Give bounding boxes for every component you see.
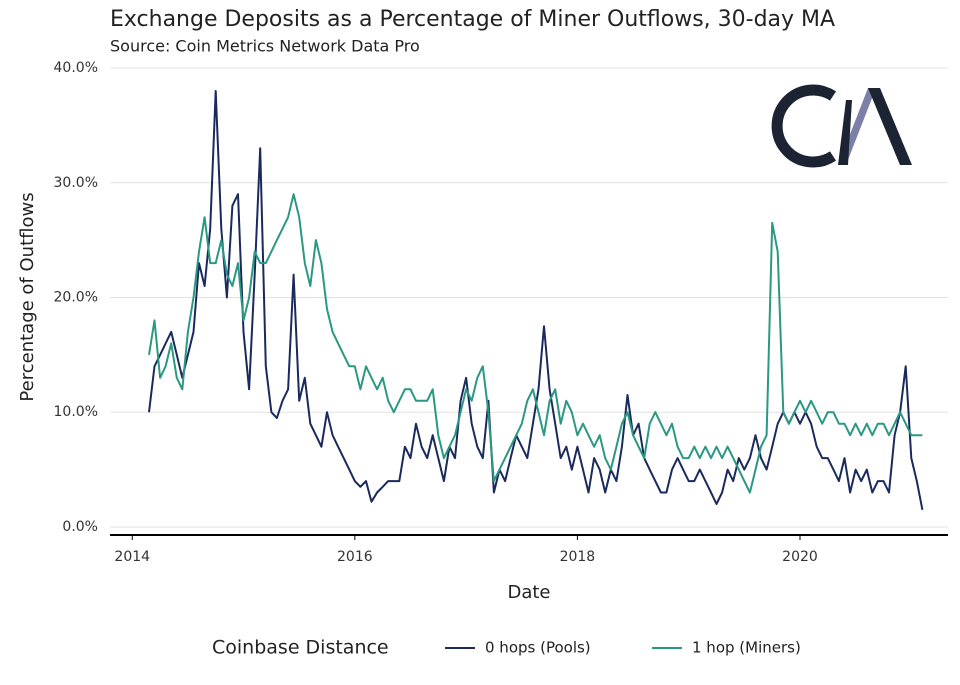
y-tick-label: 20.0%	[54, 290, 98, 306]
series-line	[148, 90, 924, 510]
chart-subtitle: Source: Coin Metrics Network Data Pro	[110, 37, 420, 56]
y-tick-label: 30.0%	[54, 175, 98, 191]
legend-label: 1 hop (Miners)	[692, 639, 801, 657]
series-line	[148, 193, 923, 494]
y-axis-label: Percentage of Outflows	[17, 192, 38, 401]
chart-title: Exchange Deposits as a Percentage of Min…	[110, 7, 835, 32]
x-tick-label: 2016	[337, 549, 373, 565]
x-axis-label: Date	[507, 582, 550, 603]
legend-label: 0 hops (Pools)	[485, 639, 591, 657]
legend-title: Coinbase Distance	[212, 637, 389, 659]
x-tick-label: 2014	[114, 549, 150, 565]
y-tick-label: 40.0%	[54, 60, 98, 76]
y-tick-label: 0.0%	[62, 519, 98, 535]
x-tick-label: 2020	[782, 549, 818, 565]
y-tick-label: 10.0%	[54, 404, 98, 420]
logo	[771, 84, 912, 168]
x-tick-label: 2018	[560, 549, 596, 565]
